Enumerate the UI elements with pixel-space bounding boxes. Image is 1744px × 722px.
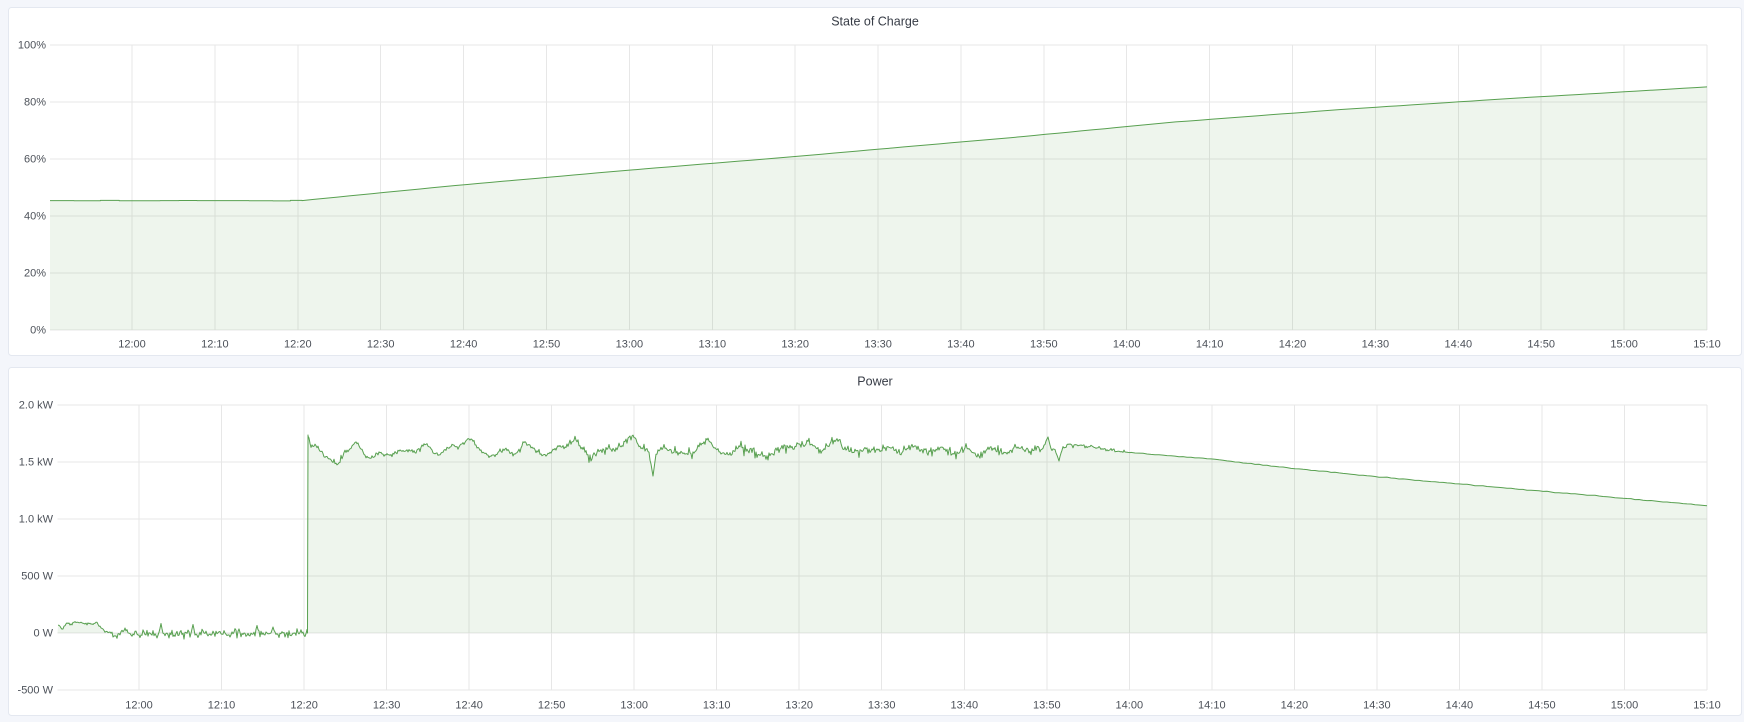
svg-text:14:50: 14:50: [1528, 700, 1556, 712]
svg-text:13:30: 13:30: [868, 700, 896, 712]
svg-text:14:40: 14:40: [1446, 700, 1474, 712]
svg-text:12:30: 12:30: [373, 700, 401, 712]
svg-text:14:10: 14:10: [1196, 339, 1224, 351]
svg-text:State of Charge: State of Charge: [831, 15, 919, 29]
svg-text:14:40: 14:40: [1445, 339, 1473, 351]
svg-text:12:20: 12:20: [290, 700, 318, 712]
svg-text:100%: 100%: [18, 40, 46, 52]
svg-text:15:00: 15:00: [1610, 339, 1638, 351]
svg-text:12:10: 12:10: [208, 700, 236, 712]
svg-text:0 W: 0 W: [33, 628, 53, 640]
svg-text:14:30: 14:30: [1362, 339, 1390, 351]
svg-text:12:50: 12:50: [533, 339, 561, 351]
svg-text:-500 W: -500 W: [18, 685, 54, 697]
svg-text:14:30: 14:30: [1363, 700, 1391, 712]
svg-text:14:00: 14:00: [1113, 339, 1141, 351]
svg-text:1.5 kW: 1.5 kW: [19, 457, 54, 469]
svg-text:13:00: 13:00: [616, 339, 644, 351]
svg-text:13:20: 13:20: [785, 700, 813, 712]
svg-text:2.0 kW: 2.0 kW: [19, 400, 54, 412]
svg-text:13:40: 13:40: [951, 700, 979, 712]
svg-text:14:50: 14:50: [1527, 339, 1555, 351]
svg-text:14:20: 14:20: [1281, 700, 1309, 712]
svg-text:Power: Power: [857, 375, 892, 389]
svg-text:13:00: 13:00: [620, 700, 648, 712]
svg-text:12:00: 12:00: [125, 700, 153, 712]
svg-text:20%: 20%: [24, 268, 46, 280]
svg-text:14:20: 14:20: [1279, 339, 1307, 351]
svg-text:500 W: 500 W: [21, 571, 53, 583]
svg-text:12:10: 12:10: [201, 339, 229, 351]
svg-text:12:40: 12:40: [450, 339, 478, 351]
svg-text:13:10: 13:10: [699, 339, 727, 351]
svg-text:13:40: 13:40: [947, 339, 975, 351]
svg-text:60%: 60%: [24, 154, 46, 166]
svg-text:13:20: 13:20: [781, 339, 809, 351]
svg-text:13:50: 13:50: [1033, 700, 1061, 712]
svg-text:40%: 40%: [24, 211, 46, 223]
svg-text:13:30: 13:30: [864, 339, 892, 351]
svg-text:80%: 80%: [24, 97, 46, 109]
svg-text:1.0 kW: 1.0 kW: [19, 514, 54, 526]
svg-text:13:10: 13:10: [703, 700, 731, 712]
svg-text:15:00: 15:00: [1611, 700, 1639, 712]
svg-text:12:00: 12:00: [118, 339, 146, 351]
svg-text:14:10: 14:10: [1198, 700, 1226, 712]
svg-text:14:00: 14:00: [1116, 700, 1144, 712]
svg-text:15:10: 15:10: [1693, 339, 1721, 351]
svg-text:12:30: 12:30: [367, 339, 395, 351]
svg-text:12:50: 12:50: [538, 700, 566, 712]
svg-text:0%: 0%: [30, 325, 46, 337]
svg-text:12:40: 12:40: [455, 700, 483, 712]
svg-text:12:20: 12:20: [284, 339, 312, 351]
svg-text:13:50: 13:50: [1030, 339, 1058, 351]
svg-text:15:10: 15:10: [1693, 700, 1721, 712]
